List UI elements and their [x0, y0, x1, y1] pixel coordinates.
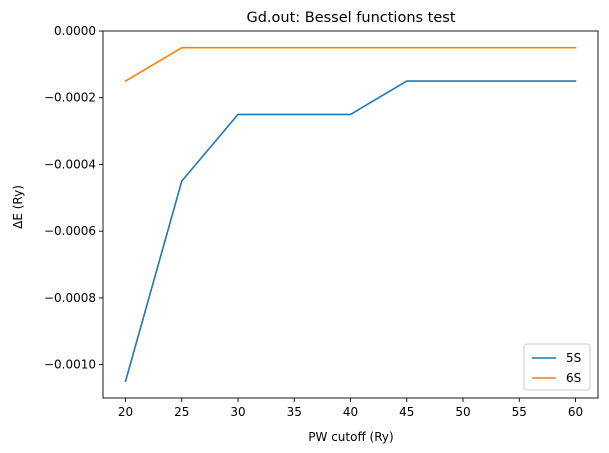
y-axis-label: ΔE (Ry): [11, 185, 25, 229]
y-tick-label: 0.0000: [54, 24, 96, 38]
y-tick-label: −0.0008: [44, 291, 96, 305]
y-tick-label: −0.0010: [44, 358, 96, 372]
x-axis-label: PW cutoff (Ry): [308, 430, 393, 444]
x-tick-label: 50: [455, 405, 470, 419]
legend-label-5s: 5S: [566, 351, 581, 365]
plot-area: 20 25 30 35 40 45 50 55 60 −0.0010 −0.0008 −0.0006 −…: [44, 24, 599, 419]
x-tick-label: 40: [343, 405, 358, 419]
series-line-5s: [124, 80, 577, 383]
y-tick-label: −0.0002: [44, 91, 96, 105]
x-tick-label: 35: [287, 405, 302, 419]
axes-frame: [102, 30, 599, 399]
y-tick-label: −0.0006: [44, 224, 96, 238]
chart-title: Gd.out: Bessel functions test: [246, 10, 455, 26]
legend-label-6s: 6S: [566, 371, 581, 385]
x-tick-label: 20: [118, 405, 133, 419]
x-tick-label: 45: [399, 405, 414, 419]
x-tick-label: 30: [230, 405, 245, 419]
x-tick-label: 55: [512, 405, 527, 419]
x-tick-label: 25: [174, 405, 189, 419]
x-tick-label: 60: [568, 405, 583, 419]
series-line-6s: [124, 46, 577, 83]
y-tick-label: −0.0004: [44, 157, 96, 171]
